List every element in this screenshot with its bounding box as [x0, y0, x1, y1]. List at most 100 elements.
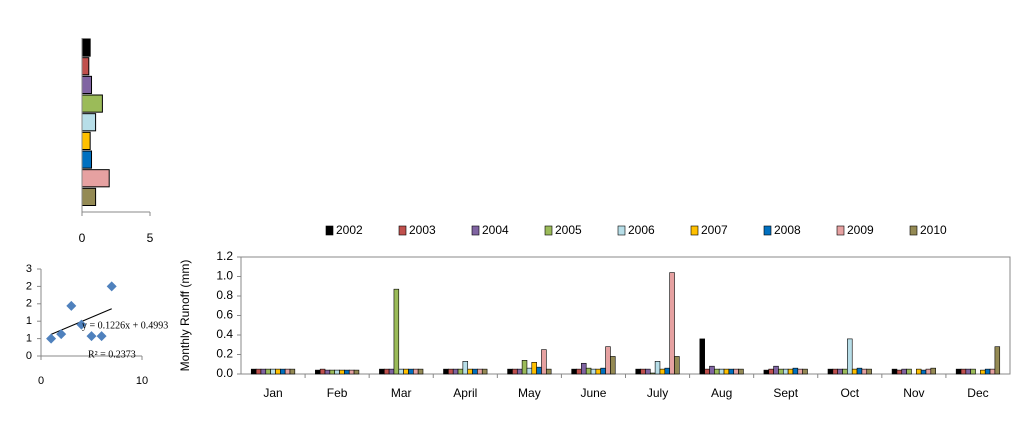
bar [866, 368, 872, 375]
point [56, 329, 67, 340]
x-tick-label: Mar [391, 386, 412, 400]
x-tick-label: Oct [840, 386, 859, 400]
bar [595, 368, 602, 375]
y-tick-label: 0 [26, 350, 32, 362]
bar [600, 367, 606, 375]
y-tick-label: 0.0 [216, 366, 233, 380]
bar [896, 369, 903, 375]
bar [915, 368, 922, 375]
bar [81, 75, 93, 95]
bar [531, 361, 537, 375]
bar [827, 368, 834, 375]
bar [728, 368, 735, 375]
y-axis-label: Monthly Runoff (mm) [178, 260, 192, 372]
bar [664, 367, 670, 375]
bar [319, 368, 326, 375]
bar [477, 368, 483, 375]
x-tick-label: 0 [79, 231, 86, 245]
bar [714, 368, 720, 375]
legend-label: 2009 [847, 223, 874, 237]
bar [403, 368, 409, 375]
bar [704, 368, 710, 375]
bar [270, 368, 276, 375]
bar [581, 362, 587, 375]
bar [669, 272, 675, 375]
bar [797, 368, 803, 375]
bar [334, 369, 340, 375]
bar [81, 38, 91, 57]
bar [348, 369, 355, 375]
point [106, 281, 117, 292]
bar [778, 368, 784, 375]
bar [768, 368, 774, 375]
bar [536, 366, 542, 375]
bar [546, 368, 552, 375]
y-tick-label: 2 [26, 298, 32, 310]
plot-area [240, 256, 1011, 375]
point [46, 333, 57, 344]
bar [526, 367, 533, 375]
legend-swatch [690, 225, 699, 236]
bar [590, 368, 597, 375]
bar [452, 368, 459, 375]
bar [265, 368, 271, 375]
bar [792, 367, 799, 375]
x-tick-label: Feb [327, 386, 348, 400]
bar [393, 288, 400, 375]
bar [388, 368, 395, 375]
bar [851, 368, 858, 375]
y-tick-label: 2 [26, 280, 32, 292]
bar [659, 368, 666, 375]
legend-label: 2004 [482, 223, 509, 237]
bar [980, 369, 986, 375]
bar [994, 346, 1001, 375]
point [96, 331, 107, 342]
bar [718, 368, 725, 375]
bar [398, 368, 404, 375]
legend-label: 2005 [555, 223, 582, 237]
x-tick-label: Aug [711, 386, 732, 400]
bar [512, 368, 518, 375]
bar [856, 367, 863, 375]
bar [324, 369, 331, 375]
bar [837, 368, 843, 375]
bar [965, 368, 971, 375]
bar [605, 346, 611, 375]
bar [901, 368, 907, 375]
bar [640, 368, 646, 375]
y-tick-label: 0.6 [216, 308, 233, 322]
bar [81, 57, 90, 76]
bar [984, 368, 991, 375]
y-tick-label: 0.4 [216, 327, 233, 341]
bar [280, 368, 286, 375]
bar [467, 368, 473, 375]
bar [81, 187, 97, 206]
x-tick-label: April [453, 386, 477, 400]
bar [920, 369, 927, 375]
bar [955, 368, 962, 375]
legend-swatch [836, 225, 845, 236]
x-tick-label: 10 [136, 375, 148, 387]
bar [516, 368, 523, 375]
bar [738, 368, 744, 375]
bar [635, 368, 641, 375]
y-tick-label: 0.2 [216, 347, 233, 361]
bar [832, 368, 838, 375]
bar [383, 368, 390, 375]
bar [802, 368, 808, 375]
bar [260, 368, 267, 375]
y-tick-label: 3 [26, 263, 32, 275]
legend-label: 2003 [409, 223, 436, 237]
trend-equation: y = 0.1226x + 0.4993 [82, 320, 168, 331]
bar [284, 368, 291, 375]
bar [733, 368, 739, 375]
x-tick-label: 5 [147, 231, 154, 245]
y-tick-label: 1 [26, 333, 32, 345]
bar [379, 368, 385, 375]
bar [891, 368, 898, 375]
bar [81, 131, 91, 150]
bar [81, 169, 110, 188]
bar [787, 368, 794, 375]
bar [699, 338, 705, 375]
